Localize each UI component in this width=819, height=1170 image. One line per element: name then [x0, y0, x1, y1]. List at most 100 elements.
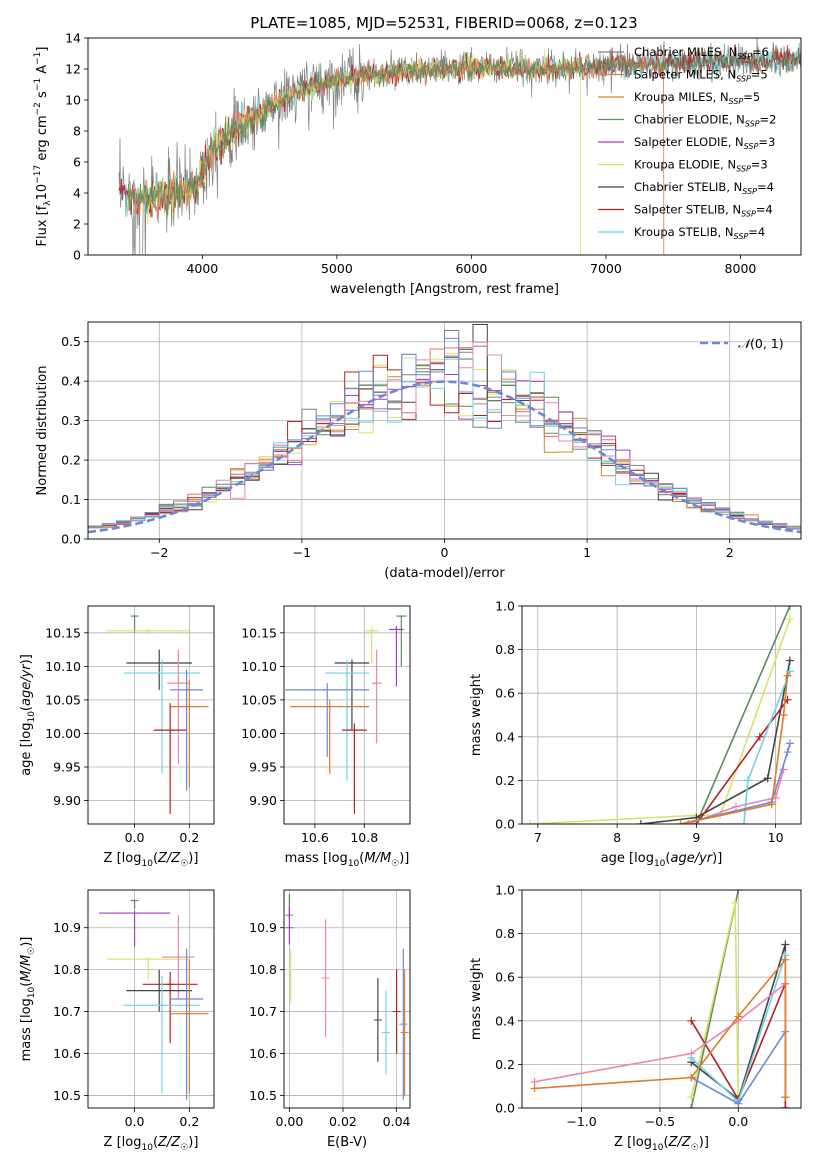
errorbar-point: [392, 969, 401, 1054]
age-vs-mass-panel: 10.6 10.8 9.90 9.95 10.00 10.05 10.10 10.15 mass…: [241, 605, 411, 869]
plus-marker: [785, 615, 794, 624]
plus-marker: [785, 667, 794, 676]
errorbar-point: [321, 919, 330, 1037]
weight-series: [688, 671, 791, 824]
errorbars: [107, 615, 209, 814]
legend-entry: Kroupa ELODIE, NSSP=3: [634, 158, 768, 174]
plus-marker: [781, 1104, 790, 1108]
y-tick-label: 0.2: [495, 773, 515, 788]
y-tick-label: 9.90: [249, 793, 277, 808]
x-axis-label: E(B-V): [327, 1135, 367, 1150]
x-tick-label: 0.2: [179, 1114, 199, 1129]
spectrum-model-chabrier-elodie: [127, 42, 801, 218]
plus-marker: [530, 1084, 539, 1093]
x-tick-label: 0.04: [383, 1114, 411, 1129]
errorbar-point: [324, 659, 370, 781]
errorbar-point: [142, 971, 198, 1044]
y-tick-label: 2: [73, 217, 81, 232]
axes-frame: [87, 321, 802, 540]
y-tick-label: 9.95: [249, 759, 277, 774]
weight-vs-age-panel: 7 8 9 10 0.0 0.2 0.4 0.6 0.8 1.0 age [log10(age/yr…: [469, 599, 802, 869]
axes-frame: [283, 889, 411, 1109]
errorbar-point: [286, 948, 295, 1004]
errorbar-point: [130, 615, 139, 633]
plus-marker: [734, 1012, 743, 1021]
plus-marker: [785, 739, 794, 748]
legend-entry: Chabrier ELODIE, NSSP=2: [634, 113, 776, 129]
errorbar-point: [170, 948, 204, 1100]
y-tick-label: 6: [73, 155, 81, 170]
y-axis-label: Flux [fλ10−17 erg cm−2 s−1 A−1]: [33, 47, 53, 247]
errorbars: [285, 894, 409, 1100]
y-tick-label: 0.6: [495, 686, 515, 701]
y-tick-label: 0.1: [61, 492, 81, 507]
plus-marker: [739, 820, 748, 824]
plus-marker: [785, 606, 794, 610]
x-tick-label: 6000: [455, 261, 487, 276]
errorbar-point: [373, 978, 382, 1062]
y-tick-label: 0.2: [61, 453, 81, 468]
y-tick-label: 0.8: [495, 926, 515, 941]
y-tick-label: 14: [65, 31, 81, 46]
weight-series: [680, 743, 791, 824]
plus-marker: [767, 800, 776, 809]
plus-marker: [785, 656, 794, 665]
x-tick-label: 5000: [321, 261, 353, 276]
plus-marker: [687, 1104, 696, 1108]
y-tick-label: 0.3: [61, 413, 81, 428]
y-tick-label: 1.0: [495, 599, 515, 614]
legend-entry: 𝒩(0, 1): [738, 336, 784, 351]
x-tick-label: 0.00: [275, 1114, 303, 1129]
x-tick-label: 10: [768, 830, 784, 845]
weight-series: [695, 606, 791, 824]
axes-frame: [87, 37, 802, 256]
y-tick-label: 10.9: [249, 920, 277, 935]
plus-marker: [783, 748, 792, 757]
x-tick-label: 0.0: [125, 830, 145, 845]
x-tick-label: 10.8: [350, 830, 378, 845]
y-tick-label: 0.0: [495, 1101, 515, 1116]
plus-marker: [781, 955, 790, 964]
y-tick-label: 0.0: [495, 817, 515, 832]
y-tick-label: 10.10: [241, 659, 277, 674]
legend-entry: Salpeter STELIB, NSSP=4: [634, 203, 773, 219]
errorbar-point: [170, 959, 209, 1094]
x-axis-label: wavelength [Angstrom, rest frame]: [330, 282, 559, 297]
plus-marker: [525, 820, 534, 824]
plus-marker: [676, 820, 685, 824]
x-axis-label: (data-model)/error: [384, 566, 505, 581]
y-tick-label: 4: [73, 186, 81, 201]
errorbar-point: [381, 990, 390, 1075]
y-tick-label: 10.6: [53, 1046, 81, 1061]
y-tick-label: 0.6: [495, 970, 515, 985]
plus-marker: [687, 1093, 696, 1102]
errorbar-point: [123, 659, 201, 774]
y-tick-label: 10.05: [241, 692, 277, 707]
spectrum-panel: 4000 5000 6000 7000 8000 0 2 4 6 8 10 12 14 wavelengt…: [33, 31, 802, 297]
residuals-panel: −2 −1 0 1 2 0.0 0.1 0.2 0.3 0.4 0.5 (data-model)/er…: [35, 321, 802, 581]
y-tick-label: 10.10: [45, 659, 81, 674]
legend-entry: Salpeter MILES, NSSP=5: [634, 68, 768, 84]
plus-marker: [763, 774, 772, 783]
errorbar-point: [290, 699, 370, 774]
y-tick-label: 0: [73, 248, 81, 263]
axes-frame: [87, 889, 215, 1109]
legend-entry: Salpeter ELODIE, NSSP=3: [634, 135, 775, 151]
x-axis-label: mass [log10(M/M☉)]: [285, 851, 410, 869]
plus-marker: [781, 940, 790, 949]
y-tick-label: 10.7: [249, 1004, 277, 1019]
y-axis-label: Normed distribution: [35, 366, 50, 496]
errorbar-point: [285, 906, 294, 945]
y-tick-label: 10.00: [241, 726, 277, 741]
histograms: [88, 324, 801, 534]
plus-marker: [636, 820, 645, 824]
y-tick-label: 0.5: [61, 334, 81, 349]
spectrum-legend: Chabrier MILES, NSSP=6 Salpeter MILES, NS…: [598, 45, 776, 241]
weight-series: [688, 699, 789, 824]
legend-entry: Chabrier MILES, NSSP=6: [634, 45, 769, 61]
mass-vs-Z-panel: 0.0 0.2 10.5 10.6 10.7 10.8 10.9 Z [log10(Z/Z☉)…: [19, 889, 215, 1153]
weight-lines: [525, 606, 794, 824]
axes-frame: [87, 605, 215, 825]
y-tick-label: 10.5: [249, 1088, 277, 1103]
